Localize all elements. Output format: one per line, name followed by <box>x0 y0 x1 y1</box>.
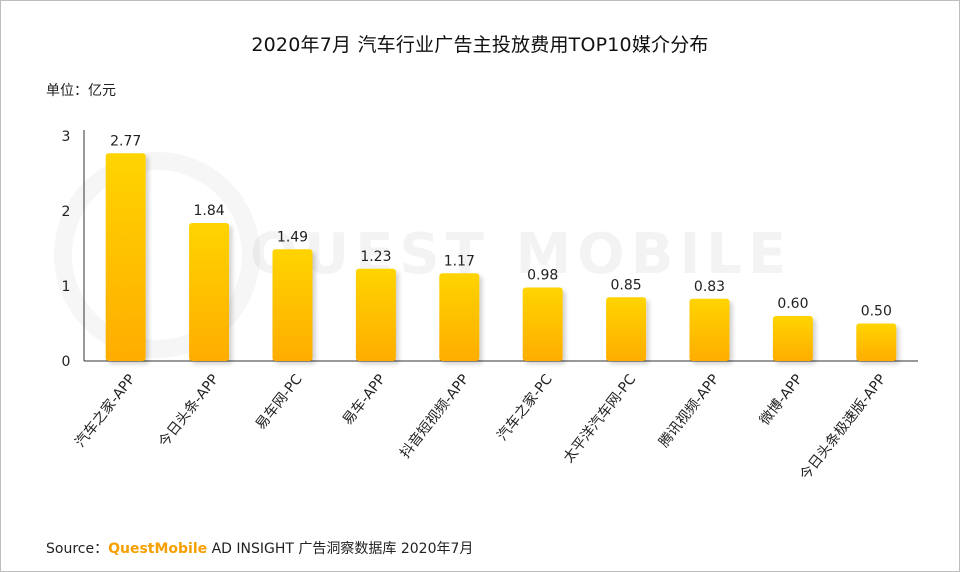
value-label: 2.77 <box>110 133 141 149</box>
bar <box>689 298 730 361</box>
unit-label: 单位：亿元 <box>46 83 116 99</box>
category-label: 今日头条-APP <box>155 371 222 450</box>
bar <box>439 273 480 361</box>
bar <box>105 153 146 361</box>
category-label: 易车-APP <box>339 371 389 428</box>
value-label: 1.84 <box>194 203 225 219</box>
bar <box>606 297 647 361</box>
value-labels: 2.77 1.84 1.49 1.23 1.17 0.98 0.85 0.83 0.60 0.50 <box>110 133 892 319</box>
source-note: Source：QuestMobile AD INSIGHT 广告洞察数据库 20… <box>46 538 473 558</box>
value-label: 0.85 <box>611 277 642 293</box>
source-brand: QuestMobile <box>108 541 208 557</box>
bar <box>522 287 563 361</box>
category-label: 抖音短视频-APP <box>397 371 473 461</box>
chart-title: 2020年7月 汽车行业广告主投放费用TOP10媒介分布 <box>251 34 709 56</box>
value-label: 1.49 <box>277 229 308 245</box>
bar-series <box>105 153 897 361</box>
category-label: 腾讯视频-APP <box>655 371 722 450</box>
value-label: 0.83 <box>694 279 725 295</box>
category-label: 易车网-PC <box>252 371 306 433</box>
bar <box>272 249 313 361</box>
source-prefix: Source： <box>46 541 109 557</box>
y-tick-label: 1 <box>62 279 71 295</box>
category-label: 汽车之家-PC <box>494 371 556 444</box>
watermark-text: QUEST MOBILE <box>250 222 792 287</box>
source-rest: AD INSIGHT 广告洞察数据库 2020年7月 <box>207 541 474 557</box>
bar <box>772 316 813 361</box>
y-tick-label: 3 <box>62 129 71 145</box>
category-label: 今日头条极速版-APP <box>796 371 889 484</box>
bar <box>355 268 396 361</box>
bar <box>189 223 230 361</box>
value-label: 0.98 <box>527 268 558 284</box>
category-labels: 汽车之家-APP 今日头条-APP 易车网-PC 易车-APP 抖音短视频-APP 汽车之… <box>72 371 890 484</box>
y-axis: 0 1 2 3 <box>62 129 85 370</box>
y-tick-label: 0 <box>62 354 71 370</box>
category-label: 汽车之家-APP <box>72 371 139 450</box>
value-label: 1.23 <box>360 249 391 265</box>
category-label: 太平洋汽车网-PC <box>560 371 640 466</box>
value-label: 0.50 <box>861 304 892 320</box>
y-tick-label: 2 <box>62 204 71 220</box>
category-label: 微博-APP <box>756 371 806 428</box>
value-label: 1.17 <box>444 253 475 269</box>
value-label: 0.60 <box>777 296 808 312</box>
bar <box>856 323 897 361</box>
